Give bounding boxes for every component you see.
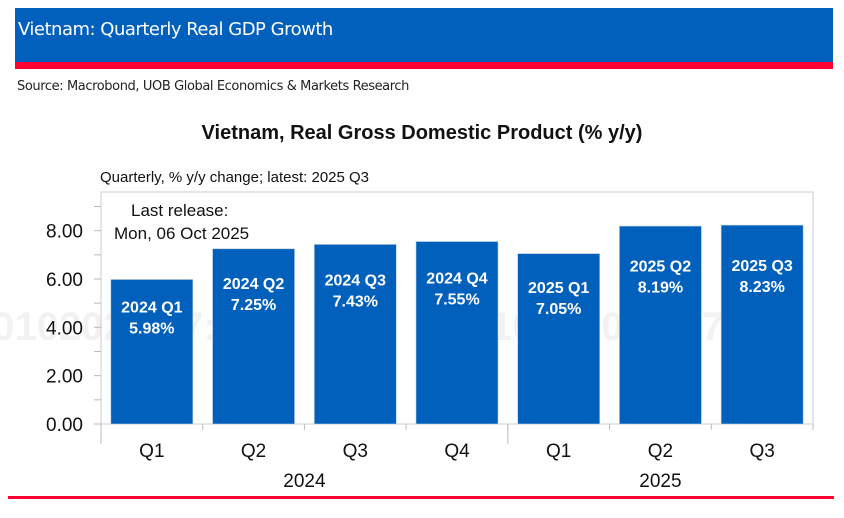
x-group-label: 2025 [639, 471, 681, 492]
x-tick-label: Q3 [343, 441, 368, 462]
bar-data-label: 8.19% [638, 280, 683, 297]
chart-title: Vietnam, Real Gross Domestic Product (% … [201, 122, 643, 144]
y-tick-label: 4.00 [46, 318, 83, 339]
bar-data-label: 2024 Q1 [121, 300, 182, 317]
annotation-release-date: Mon, 06 Oct 2025 [114, 224, 249, 243]
x-tick-label: Q2 [241, 441, 266, 462]
x-tick-label: Q4 [444, 441, 470, 462]
x-tick-label: Q1 [139, 441, 164, 462]
bar [619, 225, 702, 425]
bar [415, 241, 499, 425]
bar [212, 248, 295, 425]
y-tick-label: 6.00 [46, 270, 83, 291]
annotation-last-release: Last release: [131, 201, 228, 220]
bar-data-label: 8.23% [739, 279, 784, 296]
x-group-label: 2024 [283, 471, 326, 492]
bar-data-label: 2025 Q3 [731, 258, 792, 275]
y-tick-label: 0.00 [46, 415, 83, 436]
bar [313, 244, 397, 425]
header-bar [15, 8, 833, 62]
bar-data-label: 7.05% [536, 301, 581, 318]
bar [720, 224, 804, 425]
bar-data-label: 7.43% [333, 294, 378, 311]
bar-data-label: 2024 Q2 [223, 276, 284, 293]
x-tick-label: Q3 [749, 441, 774, 462]
bar-data-label: 2025 Q1 [528, 280, 589, 297]
bar-data-label: 2024 Q3 [325, 273, 386, 290]
page-title: Vietnam: Quarterly Real GDP Growth [18, 19, 333, 40]
bar-data-label: 7.25% [231, 297, 276, 314]
bar-data-label: 2025 Q2 [630, 259, 691, 276]
footer-divider [8, 496, 834, 499]
x-tick-label: Q1 [546, 441, 571, 462]
y-tick-label: 2.00 [46, 367, 83, 388]
y-tick-label: 8.00 [46, 222, 83, 243]
x-tick-label: Q2 [648, 441, 673, 462]
bar-data-label: 7.55% [434, 292, 479, 309]
bar [517, 253, 601, 425]
header-accent-stripe [15, 62, 833, 69]
bar-data-label: 5.98% [129, 321, 174, 338]
bar [110, 279, 194, 425]
source-note: Source: Macrobond, UOB Global Economics … [17, 79, 409, 94]
chart-subtitle: Quarterly, % y/y change; latest: 2025 Q3 [100, 169, 370, 186]
bar-data-label: 2024 Q4 [426, 271, 487, 288]
